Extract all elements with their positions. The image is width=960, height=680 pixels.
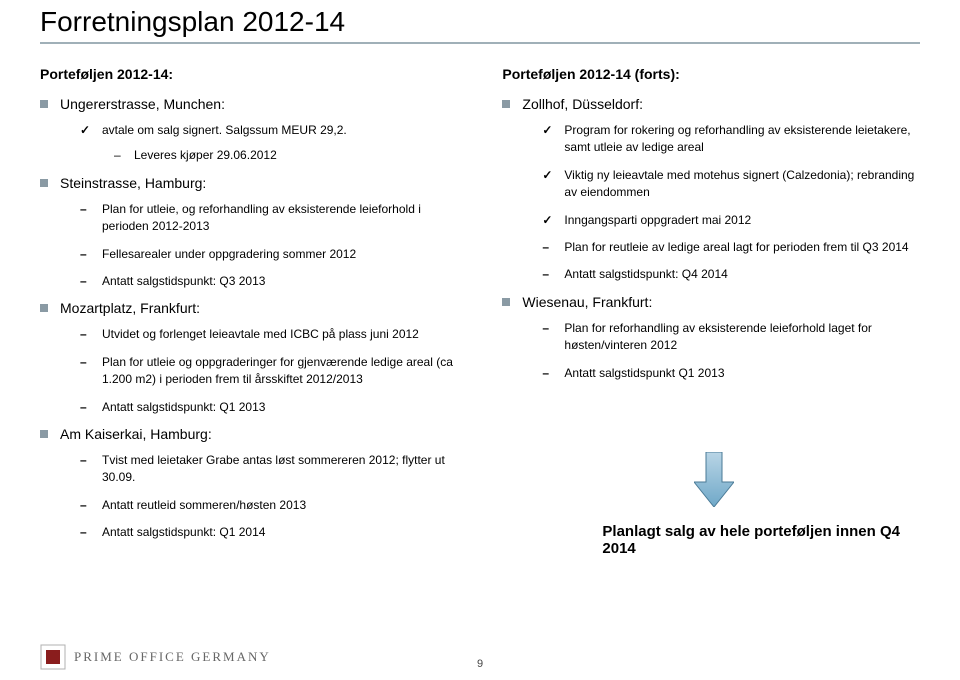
logo-text: PRIME OFFICE GERMANY: [74, 649, 271, 665]
section-wiesenau: Wiesenau, Frankfurt: Plan for reforhandl…: [502, 294, 924, 382]
nested-dash-list: Leveres kjøper 29.06.2012: [114, 147, 462, 164]
tick-list: Program for rokering og reforhandling av…: [542, 122, 924, 229]
tick-item: Inngangsparti oppgradert mai 2012: [542, 212, 924, 229]
section-zollhof: Zollhof, Düsseldorf: Program for rokerin…: [502, 96, 924, 284]
tick-item: Program for rokering og reforhandling av…: [542, 122, 924, 157]
tick-item: avtale om salg signert. Salgssum MEUR 29…: [80, 122, 462, 165]
footer: PRIME OFFICE GERMANY 9: [40, 644, 920, 670]
logo-icon: [40, 644, 66, 670]
section-am-kaiserkai: Am Kaiserkai, Hamburg: Tvist med leietak…: [40, 426, 462, 542]
tick-text: avtale om salg signert. Salgssum MEUR 29…: [102, 123, 347, 137]
arrow-block: Planlagt salg av hele porteføljen innen …: [502, 452, 924, 557]
dash-item: Antatt salgstidspunkt: Q3 2013: [80, 273, 462, 290]
dash-item: Antatt salgstidspunkt: Q1 2014: [80, 524, 462, 541]
page-number: 9: [477, 658, 483, 670]
tick-list: avtale om salg signert. Salgssum MEUR 29…: [80, 122, 462, 165]
section-steinstrasse: Steinstrasse, Hamburg: Plan for utleie, …: [40, 175, 462, 291]
section-head: Zollhof, Düsseldorf:: [522, 96, 924, 112]
title-underline: [40, 42, 920, 44]
right-lead: Porteføljen 2012-14 (forts):: [502, 66, 924, 82]
dash-list: Utvidet og forlenget leieavtale med ICBC…: [80, 326, 462, 416]
dash-item: Plan for utleie og oppgraderinger for gj…: [80, 354, 462, 389]
section-head: Ungererstrasse, Munchen:: [60, 96, 462, 112]
section-head: Am Kaiserkai, Hamburg:: [60, 426, 462, 442]
section-ungererstrasse: Ungererstrasse, Munchen: avtale om salg …: [40, 96, 462, 165]
dash-list: Plan for reutleie av ledige areal lagt f…: [542, 239, 924, 284]
dash-list: Tvist med leietaker Grabe antas løst som…: [80, 452, 462, 542]
dash-item: Plan for reutleie av ledige areal lagt f…: [542, 239, 924, 256]
dash-item: Plan for utleie, og reforhandling av eks…: [80, 201, 462, 236]
section-head: Wiesenau, Frankfurt:: [522, 294, 924, 310]
dash-item: Utvidet og forlenget leieavtale med ICBC…: [80, 326, 462, 343]
section-head: Steinstrasse, Hamburg:: [60, 175, 462, 191]
left-lead: Porteføljen 2012-14:: [40, 66, 462, 82]
dash-item: Antatt salgstidspunkt Q1 2013: [542, 365, 924, 382]
content-columns: Porteføljen 2012-14: Ungererstrasse, Mun…: [40, 66, 920, 557]
dash-item: Fellesarealer under oppgradering sommer …: [80, 246, 462, 263]
section-mozartplatz: Mozartplatz, Frankfurt: Utvidet og forle…: [40, 300, 462, 416]
tick-item: Viktig ny leieavtale med motehus signert…: [542, 167, 924, 202]
arrow-path: [694, 452, 734, 507]
dash-item: Antatt salgstidspunkt: Q1 2013: [80, 399, 462, 416]
dash-item: Tvist med leietaker Grabe antas løst som…: [80, 452, 462, 487]
slide-page: Forretningsplan 2012-14 Porteføljen 2012…: [0, 6, 960, 680]
left-section-list: Ungererstrasse, Munchen: avtale om salg …: [40, 96, 462, 541]
section-head: Mozartplatz, Frankfurt:: [60, 300, 462, 316]
dash-item: Plan for reforhandling av eksisterende l…: [542, 320, 924, 355]
dash-list: Plan for utleie, og reforhandling av eks…: [80, 201, 462, 291]
dash-list: Plan for reforhandling av eksisterende l…: [542, 320, 924, 382]
page-title: Forretningsplan 2012-14: [40, 6, 920, 38]
dash-item: Antatt salgstidspunkt: Q4 2014: [542, 266, 924, 283]
right-column: Porteføljen 2012-14 (forts): Zollhof, Dü…: [502, 66, 924, 557]
dash-item: Leveres kjøper 29.06.2012: [114, 147, 462, 164]
right-section-list: Zollhof, Düsseldorf: Program for rokerin…: [502, 96, 924, 382]
down-arrow-icon: [694, 452, 734, 507]
footer-logo: PRIME OFFICE GERMANY: [40, 644, 271, 670]
dash-item: Antatt reutleid sommeren/høsten 2013: [80, 497, 462, 514]
left-column: Porteføljen 2012-14: Ungererstrasse, Mun…: [40, 66, 462, 557]
plan-sale-text: Planlagt salg av hele porteføljen innen …: [602, 523, 924, 557]
